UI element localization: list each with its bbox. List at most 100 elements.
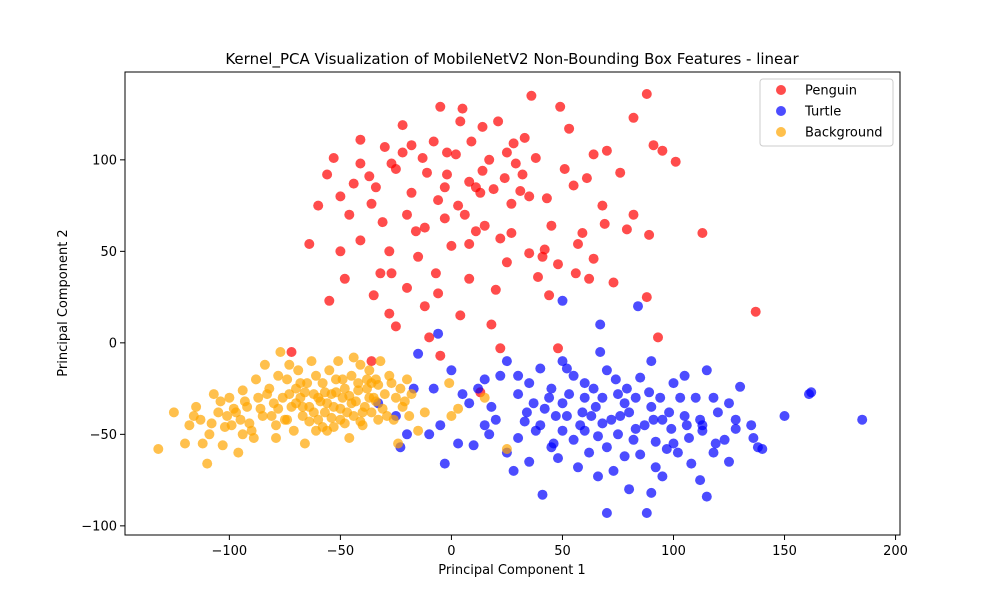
data-point (668, 438, 679, 449)
legend-label: Penguin (805, 84, 857, 99)
data-point (648, 140, 659, 151)
data-point (402, 209, 412, 220)
y-axis: −100 −50 0 50 100 (81, 153, 125, 534)
data-point (544, 290, 555, 301)
data-point (526, 90, 537, 101)
data-point (470, 226, 481, 237)
data-point (326, 412, 337, 423)
data-point (577, 407, 588, 418)
data-point (586, 411, 597, 421)
data-point (501, 257, 512, 268)
data-point (524, 378, 535, 389)
legend-marker (776, 85, 786, 95)
data-point (324, 295, 335, 306)
data-point (366, 407, 377, 418)
data-point (708, 447, 719, 458)
data-point (288, 425, 299, 436)
data-point (624, 484, 635, 495)
data-point (395, 383, 406, 394)
data-point (253, 392, 264, 403)
data-point (313, 392, 324, 403)
data-point (333, 356, 344, 367)
data-point (430, 268, 441, 279)
x-tick-label: 50 (554, 544, 571, 559)
data-point (513, 433, 524, 443)
data-point (235, 414, 246, 425)
data-point (633, 301, 643, 312)
data-point (695, 414, 706, 425)
data-point (575, 420, 586, 431)
data-point (661, 444, 672, 454)
x-tick-label: 0 (447, 544, 455, 559)
data-point (655, 392, 666, 403)
data-point (273, 403, 284, 414)
data-point (473, 383, 484, 394)
data-point (255, 403, 266, 414)
data-point (410, 226, 421, 237)
data-point (313, 414, 324, 425)
data-point (624, 407, 635, 418)
y-tick-label: 100 (92, 153, 117, 168)
data-point (644, 229, 655, 240)
data-point (375, 268, 386, 279)
data-point (153, 444, 164, 454)
data-point (568, 180, 579, 191)
y-tick-label: 0 (109, 336, 117, 351)
data-point (339, 418, 350, 429)
data-point (544, 392, 555, 403)
data-point (750, 306, 761, 317)
data-point (479, 420, 490, 431)
data-point (468, 440, 479, 451)
legend-marker (776, 127, 786, 137)
data-point (406, 140, 417, 151)
x-tick-label: −100 (212, 544, 248, 559)
data-point (695, 475, 706, 486)
data-point (630, 392, 641, 403)
data-point (337, 374, 348, 385)
data-point (393, 438, 404, 449)
data-point (670, 156, 681, 167)
data-point (490, 414, 501, 425)
data-point (619, 451, 630, 462)
data-point (366, 356, 377, 367)
data-point (406, 389, 417, 400)
data-point (590, 401, 601, 412)
data-point (457, 103, 468, 114)
data-point (237, 429, 248, 440)
data-point (282, 414, 293, 425)
data-point (719, 434, 730, 445)
data-point (271, 433, 281, 443)
data-point (397, 147, 408, 158)
data-point (335, 403, 346, 414)
data-point (419, 407, 430, 418)
data-point (657, 414, 668, 425)
data-point (486, 319, 497, 330)
data-point (328, 422, 339, 432)
data-point (168, 407, 179, 418)
data-point (397, 120, 408, 131)
data-point (477, 165, 488, 176)
data-point (435, 101, 446, 112)
data-point (597, 392, 608, 403)
y-tick-label: −50 (90, 428, 117, 443)
data-point (442, 147, 452, 158)
data-point (588, 253, 599, 264)
data-point (701, 365, 712, 376)
data-point (390, 392, 401, 403)
data-point (273, 370, 284, 381)
data-point (355, 134, 366, 145)
data-point (584, 273, 595, 284)
data-point (686, 458, 697, 469)
data-point (286, 347, 297, 357)
series-penguin (286, 89, 761, 398)
data-point (217, 440, 228, 451)
data-point (593, 471, 603, 482)
y-tick-label: 50 (100, 245, 117, 260)
data-point (339, 273, 350, 284)
data-point (579, 392, 590, 403)
data-point (313, 200, 324, 211)
data-point (428, 383, 439, 394)
data-point (599, 218, 610, 229)
data-point (386, 268, 397, 279)
data-point (524, 191, 535, 202)
